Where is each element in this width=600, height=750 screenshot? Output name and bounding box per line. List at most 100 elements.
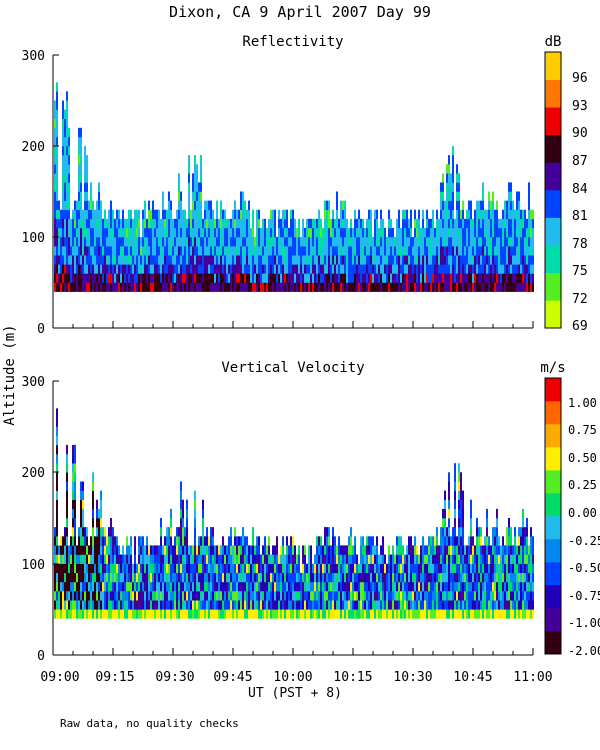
velocity-cell [452,554,454,564]
velocity-cell [266,581,268,592]
velocity-cell [90,581,92,592]
reflectivity-cell [344,200,346,210]
velocity-cell [528,600,530,610]
reflectivity-cell [226,282,228,292]
reflectivity-cell [452,273,454,283]
reflectivity-cell [280,264,282,274]
velocity-cell [168,554,170,564]
velocity-cell [428,536,430,546]
reflectivity-cell [358,264,360,274]
velocity-cell [512,554,514,564]
reflectivity-cell [240,282,242,292]
reflectivity-cell [392,264,394,274]
velocity-cell [74,499,76,510]
reflectivity-cell [336,273,338,283]
velocity-cell [452,545,454,555]
reflectivity-cell [514,264,516,274]
reflectivity-cell [194,191,196,201]
reflectivity-cell [80,237,82,247]
velocity-cell [56,472,58,482]
velocity-y-ticks: 0 100 200 300 [22,375,59,664]
reflectivity-cell [64,173,66,183]
velocity-cell [92,591,94,601]
velocity-cell [384,563,386,574]
reflectivity-cell [418,227,420,238]
reflectivity-cell [522,237,524,247]
reflectivity-cell [178,191,180,201]
reflectivity-cell [368,282,370,292]
velocity-cell [532,581,534,592]
velocity-cell [300,572,302,583]
reflectivity-cell [468,246,470,256]
velocity-cell [430,609,432,619]
velocity-cell [492,572,494,583]
velocity-cell [444,527,446,537]
velocity-cell [82,527,84,537]
reflectivity-cell [92,246,94,256]
velocity-cell [262,581,264,592]
velocity-cell [394,572,396,583]
reflectivity-cell [116,282,118,292]
velocity-cell [302,545,304,555]
reflectivity-cell [200,182,202,192]
reflectivity-cell [224,255,226,265]
velocity-cell [96,554,98,564]
velocity-cell [410,591,412,601]
velocity-cell [292,591,294,601]
velocity-cell [458,463,460,473]
reflectivity-cell [206,282,208,292]
reflectivity-cell [362,264,364,274]
reflectivity-cell [506,209,508,220]
reflectivity-cell [480,246,482,256]
reflectivity-cell [96,227,98,238]
reflectivity-cell [108,273,110,283]
reflectivity-cell [452,255,454,265]
reflectivity-cell [178,200,180,210]
reflectivity-cell [262,227,264,238]
reflectivity-cell [374,273,376,283]
reflectivity-cell [64,146,66,156]
velocity-cell [234,572,236,583]
velocity-cell [78,600,80,610]
velocity-cell [386,581,388,592]
velocity-cell [238,581,240,592]
reflectivity-cell [274,255,276,265]
velocity-cell [212,563,214,574]
reflectivity-cell [68,164,70,174]
velocity-cell [378,581,380,592]
reflectivity-cell [266,264,268,274]
velocity-cell [422,554,424,564]
velocity-cell [496,527,498,537]
velocity-cell [432,554,434,564]
velocity-cell [222,572,224,583]
velocity-cell [142,536,144,546]
reflectivity-cell [446,191,448,201]
reflectivity-cell [328,273,330,283]
reflectivity-cell [480,255,482,265]
velocity-cell [302,591,304,601]
reflectivity-cell [392,227,394,238]
velocity-cell [270,572,272,583]
reflectivity-cell [166,282,168,292]
velocity-cell [260,554,262,564]
velocity-cell [214,609,216,619]
reflectivity-cell [156,218,158,229]
velocity-cell [468,600,470,610]
velocity-cell [504,545,506,555]
reflectivity-cell [180,209,182,220]
reflectivity-cell [318,227,320,238]
velocity-cell [498,581,500,592]
velocity-cell [222,609,224,619]
velocity-cell [168,527,170,537]
reflectivity-cell [450,227,452,238]
velocity-cell [94,581,96,592]
velocity-cell [412,600,414,610]
reflectivity-cell [326,237,328,247]
cb2-label-3: -0.50 [568,561,600,575]
reflectivity-cell [312,227,314,238]
velocity-cell [290,609,292,619]
reflectivity-cell [116,227,118,238]
reflectivity-cell [56,282,58,292]
velocity-cell [88,554,90,564]
velocity-cell [270,609,272,619]
